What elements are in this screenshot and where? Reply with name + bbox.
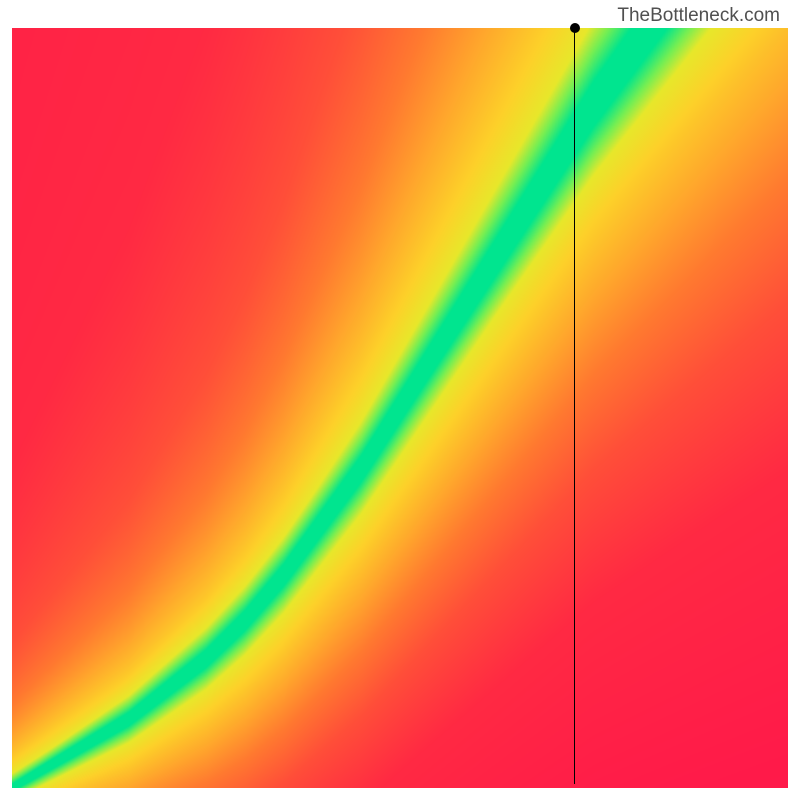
heatmap-canvas	[12, 28, 788, 788]
bottleneck-heatmap	[12, 28, 788, 788]
marker-vertical-line	[574, 28, 575, 784]
marker-dot	[570, 23, 580, 33]
watermark-text: TheBottleneck.com	[617, 5, 780, 27]
